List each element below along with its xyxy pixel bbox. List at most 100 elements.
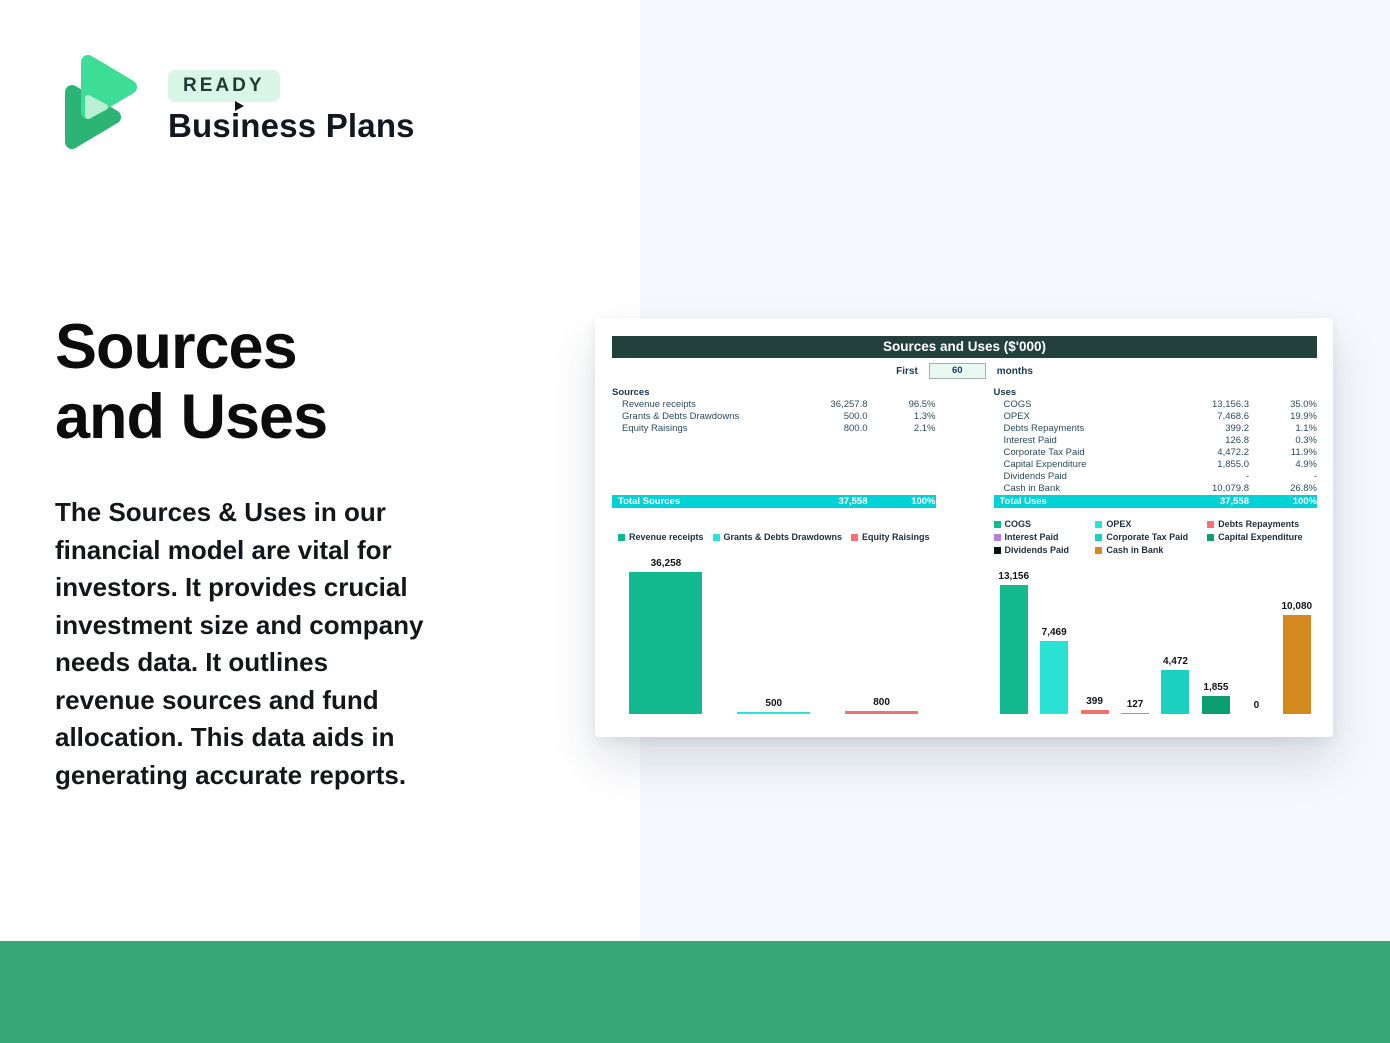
legend-swatch-icon [1207, 520, 1215, 528]
legend-swatch-icon [993, 533, 1001, 541]
row-percent: 11.9% [1290, 447, 1317, 458]
bar-grants-debts-drawdowns [737, 712, 811, 714]
bar-column-dividends-paid: 0 [1236, 558, 1276, 714]
legend-label: COGS [1004, 519, 1032, 529]
bar-value-label: 399 [1086, 696, 1103, 708]
tables-section: Sources Revenue receipts 36,257.8 96.5% Gra… [612, 386, 1317, 508]
table-rows: COGS 13,156.3 35.0% OPEX 7,468.6 19.9% Debts R… [994, 399, 1318, 495]
bar-column-cash-in-bank: 10,080 [1277, 558, 1317, 714]
bar-column-grants-debts-drawdowns: 500 [720, 558, 828, 714]
period-suffix-label: months [996, 365, 1033, 377]
legend-item-dividends-paid: Dividends Paid [993, 545, 1096, 555]
bar-interest-paid [1121, 712, 1150, 714]
legend-swatch-icon [993, 520, 1001, 528]
bar-value-label: 0 [1253, 700, 1260, 711]
row-value: 500.0 [843, 411, 868, 422]
legend-item-capital-expenditure: Capital Expenditure [1207, 532, 1317, 542]
table-row-equity-raisings: Equity Raisings 800.0 2.1% [612, 423, 936, 435]
table-row-interest-paid: Interest Paid 126.8 0.3% [994, 435, 1318, 447]
bar-column-equity-raisings: 800 [828, 558, 936, 714]
chart-legend: Revenue receipts Grants & Debts Drawdowns… [612, 516, 936, 558]
legend-swatch-icon [1095, 533, 1103, 541]
row-percent: 26.8% [1290, 483, 1317, 494]
row-value: - [1245, 471, 1249, 482]
row-label: COGS [1003, 399, 1032, 410]
row-percent: 4.9% [1295, 459, 1317, 470]
brand-logo-icon [58, 50, 142, 159]
total-sources-row: Total Sources 37,558 100% [612, 495, 936, 508]
table-row-opex: OPEX 7,468.6 19.9% [994, 411, 1318, 423]
bar-column-revenue-receipts: 36,258 [612, 558, 720, 714]
bar-equity-raisings [845, 710, 919, 714]
brand-name: Business Plans [168, 107, 415, 144]
legend-swatch-icon [1095, 520, 1103, 528]
bar-column-interest-paid: 127 [1115, 558, 1155, 714]
legend-swatch-icon [850, 533, 858, 541]
row-value: 4,472.2 [1217, 447, 1249, 458]
brand-header: READY Business Plans [58, 50, 415, 159]
legend-label: Equity Raisings [861, 532, 930, 542]
table-row-cash-in-bank: Cash in Bank 10,079.8 26.8% [994, 483, 1318, 495]
bar-value-label: 800 [873, 696, 890, 708]
legend-item-cogs: COGS [993, 519, 1096, 529]
row-percent: 35.0% [1290, 399, 1317, 410]
total-uses-row: Total Uses 37,558 100% [993, 495, 1317, 508]
legend-label: OPEX [1106, 519, 1132, 529]
bar-column-debts-repayments: 399 [1074, 558, 1114, 714]
legend-swatch-icon [993, 546, 1001, 554]
row-percent: 19.9% [1290, 411, 1317, 422]
table-header: Uses [993, 387, 1017, 398]
row-label: Grants & Debts Drawdowns [622, 411, 740, 422]
period-input[interactable]: 60 [928, 363, 986, 379]
brand-name-wrap: Business Plans [168, 101, 415, 145]
play-triangle-icon [235, 101, 244, 111]
bar-cogs [999, 585, 1028, 714]
table-row-corporate-tax-paid: Corporate Tax Paid 4,472.2 11.9% [994, 447, 1318, 459]
table-row-capital-expenditure: Capital Expenditure 1,855.0 4.9% [994, 459, 1318, 471]
legend-swatch-icon [712, 533, 720, 541]
legend-item-opex: OPEX [1095, 519, 1207, 529]
row-percent: 96.5% [908, 399, 936, 410]
row-value: 1,855.0 [1217, 459, 1249, 470]
bar-cash-in-bank [1282, 615, 1311, 714]
brand-text: READY Business Plans [168, 50, 415, 145]
legend-label: Corporate Tax Paid [1106, 532, 1189, 542]
legend-item-debts-repayments: Debts Repayments [1207, 519, 1317, 529]
bar-opex [1040, 640, 1069, 714]
legend-swatch-icon [1207, 533, 1215, 541]
table-row-grants-debts-drawdowns: Grants & Debts Drawdowns 500.0 1.3% [612, 411, 936, 423]
bar-revenue-receipts [629, 572, 703, 714]
row-percent: 0.3% [1295, 435, 1317, 446]
bar-value-label: 500 [765, 698, 783, 710]
bar-value-label: 4,472 [1162, 656, 1188, 668]
bar-column-opex: 7,469 [1034, 558, 1074, 714]
footer-band [0, 941, 1390, 1043]
page-description: The Sources & Uses in our financial mode… [55, 497, 424, 790]
legend-label: Debts Repayments [1218, 519, 1300, 529]
charts-section: Revenue receipts Grants & Debts Drawdowns… [612, 516, 1317, 714]
row-label: Equity Raisings [622, 423, 688, 434]
row-percent: - [1313, 471, 1317, 482]
page-title: Sources and Uses [55, 312, 328, 452]
dashboard-card: Sources and Uses ($'000) First 60 months… [595, 318, 1333, 737]
legend-label: Grants & Debts Drawdowns [723, 532, 843, 542]
table-rows: Revenue receipts 36,257.8 96.5% Grants & De… [612, 399, 936, 495]
legend-item-revenue-receipts: Revenue receipts [618, 532, 704, 542]
legend-label: Cash in Bank [1106, 545, 1164, 555]
sources-bar-chart: Revenue receipts Grants & Debts Drawdowns… [612, 516, 936, 714]
row-label: Capital Expenditure [1003, 459, 1087, 470]
dashboard-title: Sources and Uses ($'000) [612, 336, 1317, 358]
legend-item-grants-debts-drawdowns: Grants & Debts Drawdowns [712, 532, 843, 542]
bar-value-label: 7,469 [1041, 626, 1067, 638]
row-percent: 1.3% [913, 411, 936, 422]
table-header: Sources [612, 387, 650, 398]
row-percent: 2.1% [913, 423, 936, 434]
row-value: 7,468.6 [1217, 411, 1249, 422]
period-prefix-label: First [896, 365, 918, 377]
legend-label: Capital Expenditure [1218, 532, 1303, 542]
legend-item-interest-paid: Interest Paid [993, 532, 1096, 542]
table-row-cogs: COGS 13,156.3 35.0% [994, 399, 1318, 411]
legend-label: Revenue receipts [629, 532, 704, 542]
legend-item-cash-in-bank: Cash in Bank [1095, 545, 1207, 555]
